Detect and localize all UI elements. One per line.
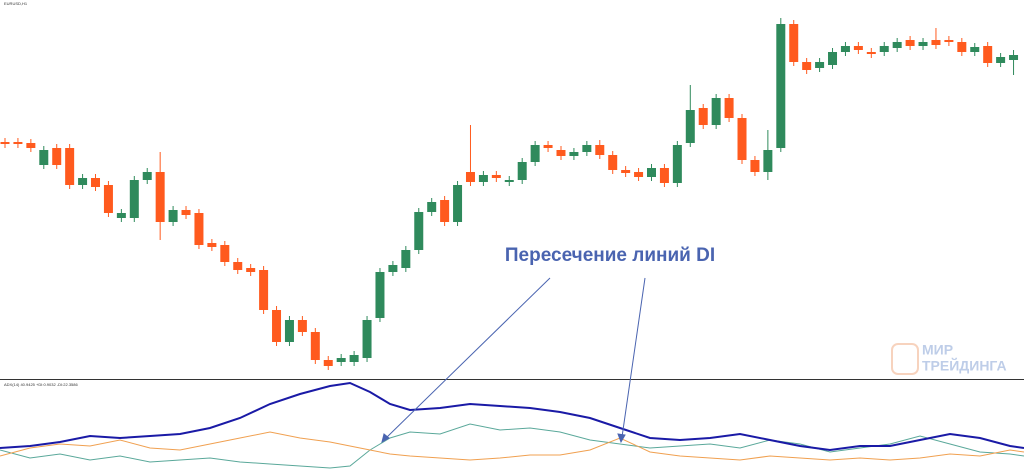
candle-body xyxy=(65,148,75,185)
candle-body xyxy=(388,265,398,272)
candle-body xyxy=(116,213,126,218)
indicator-line xyxy=(0,381,1024,452)
arrow xyxy=(384,277,551,440)
candle-body xyxy=(310,332,320,360)
candle-body xyxy=(478,175,488,182)
candle-body xyxy=(465,172,475,182)
candle-body xyxy=(453,185,463,222)
candle-body xyxy=(39,150,49,165)
candle-body xyxy=(763,150,773,172)
candle-body xyxy=(272,310,282,342)
symbol-label: EURUSD,H1 xyxy=(4,1,28,6)
candle-body xyxy=(802,62,812,70)
candle-body xyxy=(944,40,954,42)
candle-body xyxy=(142,172,152,180)
candle-body xyxy=(1009,55,1019,60)
candle-body xyxy=(828,52,838,65)
candle-body xyxy=(918,42,928,46)
candle-body xyxy=(970,47,980,52)
candle-body xyxy=(103,185,113,213)
indicator-line xyxy=(0,431,1024,461)
indicator-line xyxy=(0,423,1024,469)
arrow xyxy=(621,277,646,438)
candle-body xyxy=(220,245,230,262)
annotation: Пересечение линий DI xyxy=(505,245,715,266)
annotation-arrows xyxy=(381,277,646,444)
candle-body xyxy=(233,262,243,270)
arrowhead xyxy=(381,433,390,444)
candle-body xyxy=(957,42,967,52)
candle-body xyxy=(556,150,566,156)
candle-body xyxy=(323,360,333,366)
candle-body xyxy=(26,143,36,148)
logo-text: ТРЕЙДИНГА xyxy=(922,357,1007,374)
candle-body xyxy=(78,178,88,185)
candle-body xyxy=(349,355,359,362)
candle-body xyxy=(983,46,993,63)
candle-body xyxy=(582,145,592,152)
candle-body xyxy=(879,46,889,52)
candle-body xyxy=(284,320,294,342)
candle-body xyxy=(672,145,682,183)
candle-body xyxy=(129,180,139,218)
candle-body xyxy=(207,243,217,247)
candle-body xyxy=(840,46,850,52)
candle-body xyxy=(362,320,372,358)
candle-body xyxy=(931,40,941,45)
candle-body xyxy=(440,200,450,222)
candle-body xyxy=(414,212,424,250)
watermark: МИР ТРЕЙДИНГА xyxy=(891,342,1007,375)
candle-body xyxy=(685,110,695,143)
candle-body xyxy=(427,202,437,212)
candle-body xyxy=(375,272,385,318)
candle-body xyxy=(659,168,669,183)
candle-body xyxy=(647,168,656,177)
candle-body xyxy=(698,108,708,125)
candle-body xyxy=(608,155,618,170)
candle-body xyxy=(789,24,799,62)
candle-body xyxy=(892,42,902,48)
candle-body xyxy=(91,178,101,187)
candle-body xyxy=(52,148,62,165)
candle-body xyxy=(259,270,269,310)
candle-body xyxy=(336,358,346,362)
candle-body xyxy=(181,210,191,215)
candle-body xyxy=(401,250,411,268)
candle-body xyxy=(996,57,1006,63)
candle-body xyxy=(530,145,540,162)
candle-body xyxy=(246,268,256,272)
indicator-label: ADX(14) 40.9425 +DI:0.9032 -DI:22.3586 xyxy=(4,382,78,387)
candle-body xyxy=(750,160,760,172)
candle-body xyxy=(491,175,501,178)
candle-body xyxy=(297,320,307,332)
candle-body xyxy=(595,145,605,155)
logo-text: МИР xyxy=(922,342,953,358)
candle-body xyxy=(815,62,825,68)
candle-body xyxy=(13,142,23,144)
candle-body xyxy=(853,46,863,50)
candle-body xyxy=(0,142,10,144)
candle-body xyxy=(621,170,631,173)
candle-body xyxy=(168,210,178,222)
candle-body xyxy=(866,52,876,54)
candle-body xyxy=(543,145,553,148)
candle-body xyxy=(194,213,204,245)
logo-icon xyxy=(891,343,919,375)
candle-body xyxy=(155,172,165,222)
candle-body xyxy=(517,162,527,180)
candle-body xyxy=(569,152,579,156)
candle-body xyxy=(504,180,514,182)
candle-body xyxy=(737,118,747,160)
candle-body xyxy=(776,24,786,148)
candle-body xyxy=(634,172,644,177)
candle-body xyxy=(905,40,915,46)
arrowhead xyxy=(617,433,626,444)
candle-body xyxy=(724,98,734,118)
candle-body xyxy=(711,98,721,125)
